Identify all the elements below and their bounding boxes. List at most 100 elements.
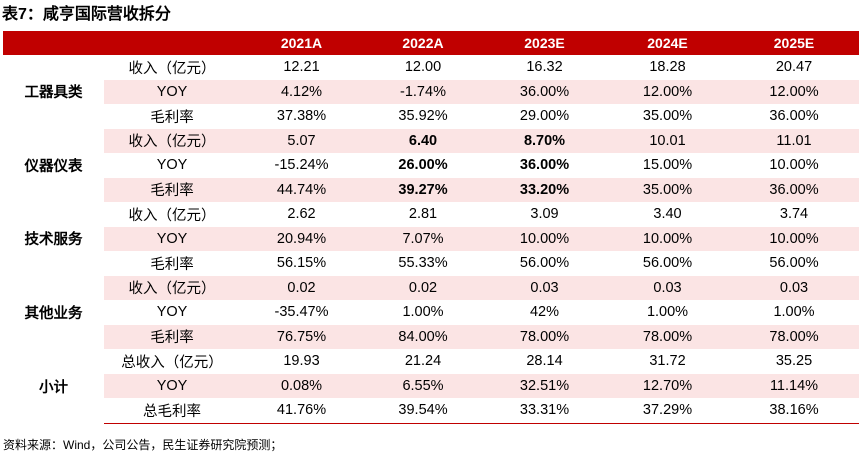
- value-cell: 37.38%: [240, 104, 363, 129]
- table-row: 毛利率 44.74% 39.27% 33.20% 35.00% 36.00%: [3, 177, 859, 202]
- table-row: 毛利率 76.75% 84.00% 78.00% 78.00% 78.00%: [3, 324, 859, 349]
- value-cell: 36.00%: [729, 177, 859, 202]
- value-cell: 56.00%: [483, 251, 606, 276]
- metric-label: YOY: [104, 79, 240, 104]
- header-row: 2021A 2022A 2023E 2024E 2025E: [3, 31, 859, 55]
- header-year: 2022A: [363, 31, 483, 55]
- metric-label: 收入（亿元）: [104, 202, 240, 227]
- value-cell: 37.29%: [606, 398, 729, 424]
- value-cell-bold: 6.40: [363, 128, 483, 153]
- value-cell: 12.00: [363, 55, 483, 80]
- value-cell: 35.92%: [363, 104, 483, 129]
- metric-label: 毛利率: [104, 104, 240, 129]
- value-cell: 42%: [483, 300, 606, 325]
- value-cell: 44.74%: [240, 177, 363, 202]
- value-cell: 20.94%: [240, 226, 363, 251]
- value-cell: 10.01: [606, 128, 729, 153]
- table-title: 表7：咸亨国际营收拆分: [2, 6, 171, 23]
- metric-label: YOY: [104, 226, 240, 251]
- value-cell: 55.33%: [363, 251, 483, 276]
- source-note: 资料来源：Wind，公司公告，民生证券研究院预测；: [3, 438, 283, 452]
- revenue-breakdown-table: 2021A 2022A 2023E 2024E 2025E 工器具类 收入（亿元…: [3, 31, 859, 424]
- header-year: 2021A: [240, 31, 363, 55]
- metric-label: 收入（亿元）: [104, 275, 240, 300]
- metric-label: 收入（亿元）: [104, 55, 240, 80]
- value-cell: 15.00%: [606, 153, 729, 178]
- value-cell: 4.12%: [240, 79, 363, 104]
- table-row: 其他业务 收入（亿元） 0.02 0.02 0.03 0.03 0.03: [3, 275, 859, 349]
- value-cell-bold: 8.70%: [483, 128, 606, 153]
- value-cell: 18.28: [606, 55, 729, 80]
- category-label: 仪器仪表: [3, 128, 104, 202]
- value-cell: 56.00%: [729, 251, 859, 276]
- value-cell-bold: 39.27%: [363, 177, 483, 202]
- value-cell: 10.00%: [606, 226, 729, 251]
- category-label: 其他业务: [3, 275, 104, 349]
- metric-label: 收入（亿元）: [104, 128, 240, 153]
- value-cell-bold: 36.00%: [483, 153, 606, 178]
- value-cell: 21.24: [363, 349, 483, 374]
- value-cell: 29.00%: [483, 104, 606, 129]
- metric-label: 毛利率: [104, 324, 240, 349]
- value-cell: 7.07%: [363, 226, 483, 251]
- value-cell: 12.00%: [729, 79, 859, 104]
- table-row: 小计 总收入（亿元） 19.93 21.24 28.14 31.72 35.25: [3, 349, 859, 423]
- table-row: 仪器仪表 收入（亿元） 5.07 6.40 8.70% 10.01 11.01: [3, 128, 859, 202]
- value-cell: 35.00%: [606, 177, 729, 202]
- value-cell: 2.62: [240, 202, 363, 227]
- metric-label: YOY: [104, 373, 240, 398]
- value-cell: 12.70%: [606, 373, 729, 398]
- value-cell: 1.00%: [729, 300, 859, 325]
- value-cell: 78.00%: [729, 324, 859, 349]
- value-cell: -35.47%: [240, 300, 363, 325]
- value-cell-bold: 33.20%: [483, 177, 606, 202]
- value-cell-bold: 26.00%: [363, 153, 483, 178]
- value-cell: 39.54%: [363, 398, 483, 424]
- value-cell: 3.40: [606, 202, 729, 227]
- value-cell: 0.03: [483, 275, 606, 300]
- value-cell: 0.03: [729, 275, 859, 300]
- value-cell: 28.14: [483, 349, 606, 374]
- metric-label: 毛利率: [104, 177, 240, 202]
- table-row: YOY -15.24% 26.00% 36.00% 15.00% 10.00%: [3, 153, 859, 178]
- value-cell: 16.32: [483, 55, 606, 80]
- value-cell: 11.14%: [729, 373, 859, 398]
- table-row: YOY 20.94% 7.07% 10.00% 10.00% 10.00%: [3, 226, 859, 251]
- table-row: 技术服务 收入（亿元） 2.62 2.81 3.09 3.40 3.74: [3, 202, 859, 276]
- value-cell: 10.00%: [729, 153, 859, 178]
- value-cell: 31.72: [606, 349, 729, 374]
- value-cell: 36.00%: [729, 104, 859, 129]
- value-cell: 84.00%: [363, 324, 483, 349]
- value-cell: 11.01: [729, 128, 859, 153]
- value-cell: 36.00%: [483, 79, 606, 104]
- value-cell: 41.76%: [240, 398, 363, 424]
- value-cell: 76.75%: [240, 324, 363, 349]
- value-cell: 5.07: [240, 128, 363, 153]
- value-cell: 35.00%: [606, 104, 729, 129]
- category-label: 技术服务: [3, 202, 104, 276]
- value-cell: 0.03: [606, 275, 729, 300]
- value-cell: 10.00%: [729, 226, 859, 251]
- value-cell: -1.74%: [363, 79, 483, 104]
- value-cell: 20.47: [729, 55, 859, 80]
- value-cell: 12.00%: [606, 79, 729, 104]
- value-cell: 10.00%: [483, 226, 606, 251]
- value-cell: 35.25: [729, 349, 859, 374]
- metric-label: YOY: [104, 153, 240, 178]
- value-cell: 1.00%: [606, 300, 729, 325]
- header-year: 2025E: [729, 31, 859, 55]
- table-row: YOY -35.47% 1.00% 42% 1.00% 1.00%: [3, 300, 859, 325]
- header-blank-metric: [104, 31, 240, 55]
- table-row: 工器具类 收入（亿元） 12.21 12.00 16.32 18.28 20.4…: [3, 55, 859, 129]
- metric-label: 毛利率: [104, 251, 240, 276]
- header-year: 2024E: [606, 31, 729, 55]
- table-row: YOY 0.08% 6.55% 32.51% 12.70% 11.14%: [3, 373, 859, 398]
- value-cell: 1.00%: [363, 300, 483, 325]
- value-cell: 0.02: [240, 275, 363, 300]
- category-label: 工器具类: [3, 55, 104, 129]
- value-cell: 78.00%: [483, 324, 606, 349]
- value-cell: 78.00%: [606, 324, 729, 349]
- table-row: 毛利率 56.15% 55.33% 56.00% 56.00% 56.00%: [3, 251, 859, 276]
- table-row: 毛利率 37.38% 35.92% 29.00% 35.00% 36.00%: [3, 104, 859, 129]
- metric-label: 总收入（亿元）: [104, 349, 240, 374]
